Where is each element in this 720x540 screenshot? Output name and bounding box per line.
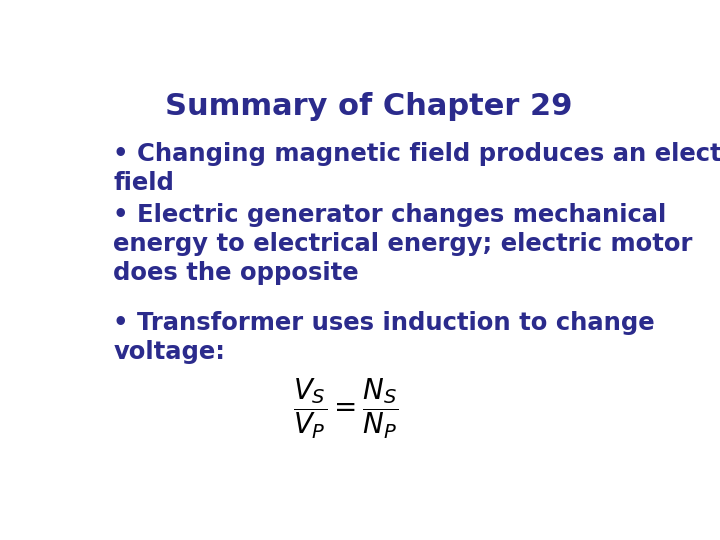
Text: • Transformer uses induction to change
voltage:: • Transformer uses induction to change v… (113, 311, 655, 364)
Text: Summary of Chapter 29: Summary of Chapter 29 (166, 92, 572, 121)
Text: $\dfrac{V_S}{V_P} = \dfrac{N_S}{N_P}$: $\dfrac{V_S}{V_P} = \dfrac{N_S}{N_P}$ (293, 377, 398, 441)
Text: • Electric generator changes mechanical
energy to electrical energy; electric mo: • Electric generator changes mechanical … (113, 204, 693, 285)
Text: • Changing magnetic field produces an electric
field: • Changing magnetic field produces an el… (113, 142, 720, 194)
